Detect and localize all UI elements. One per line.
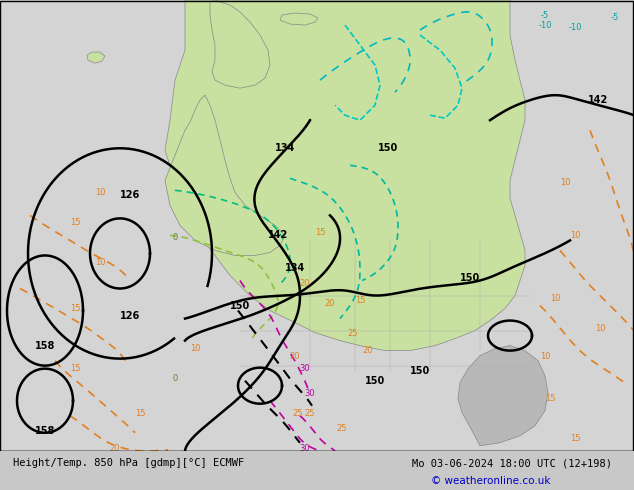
Polygon shape (280, 13, 318, 25)
Text: 126: 126 (120, 190, 140, 200)
Text: 30: 30 (300, 444, 310, 453)
Text: 10: 10 (550, 294, 560, 302)
Text: 10: 10 (94, 188, 105, 197)
Text: 150: 150 (460, 273, 480, 284)
Text: 15: 15 (355, 295, 365, 305)
Text: 10: 10 (570, 231, 580, 241)
Text: 0: 0 (172, 233, 178, 243)
Text: 10: 10 (595, 323, 605, 333)
Polygon shape (165, 0, 525, 351)
Text: 142: 142 (268, 230, 288, 241)
Text: 25: 25 (293, 409, 303, 418)
Text: 150: 150 (365, 376, 385, 386)
Text: 25: 25 (305, 409, 315, 418)
Text: 15: 15 (70, 303, 81, 313)
Text: 25: 25 (337, 424, 347, 433)
Text: 0: 0 (172, 374, 178, 383)
Text: 158: 158 (35, 341, 55, 351)
Text: 20: 20 (290, 352, 301, 361)
Text: 158: 158 (35, 426, 55, 436)
Text: -5: -5 (611, 13, 619, 22)
Text: 15: 15 (70, 219, 81, 227)
Text: 134: 134 (285, 264, 305, 273)
Text: Height/Temp. 850 hPa [gdmp][°C] ECMWF: Height/Temp. 850 hPa [gdmp][°C] ECMWF (13, 458, 244, 468)
Text: 134: 134 (275, 143, 295, 153)
Polygon shape (165, 95, 285, 255)
Text: 15: 15 (70, 364, 81, 373)
Text: 10: 10 (190, 343, 200, 353)
Text: 20: 20 (325, 298, 335, 308)
Text: -5: -5 (541, 11, 549, 20)
Text: 20: 20 (110, 444, 120, 453)
Text: -10: -10 (568, 23, 582, 32)
Text: 10: 10 (94, 258, 105, 268)
Text: 25: 25 (348, 329, 358, 338)
Text: 150: 150 (230, 300, 250, 311)
Polygon shape (458, 345, 548, 446)
Text: 20: 20 (300, 278, 310, 288)
Text: 15: 15 (570, 434, 580, 443)
Text: 30: 30 (305, 389, 315, 398)
Text: 10: 10 (560, 178, 570, 187)
Text: 30: 30 (300, 364, 310, 373)
Polygon shape (210, 0, 270, 88)
Text: 15: 15 (314, 228, 325, 238)
Text: Mo 03-06-2024 18:00 UTC (12+198): Mo 03-06-2024 18:00 UTC (12+198) (412, 458, 612, 468)
Text: 10: 10 (540, 352, 550, 361)
Polygon shape (87, 52, 105, 63)
Text: 15: 15 (135, 409, 145, 418)
Text: © weatheronline.co.uk: © weatheronline.co.uk (431, 476, 550, 486)
Text: -10: -10 (538, 21, 552, 30)
Text: 142: 142 (588, 95, 608, 105)
Text: 20: 20 (363, 345, 373, 355)
Text: 15: 15 (545, 393, 555, 403)
Text: 150: 150 (378, 143, 398, 153)
Text: 150: 150 (410, 366, 430, 376)
Text: 126: 126 (120, 311, 140, 320)
